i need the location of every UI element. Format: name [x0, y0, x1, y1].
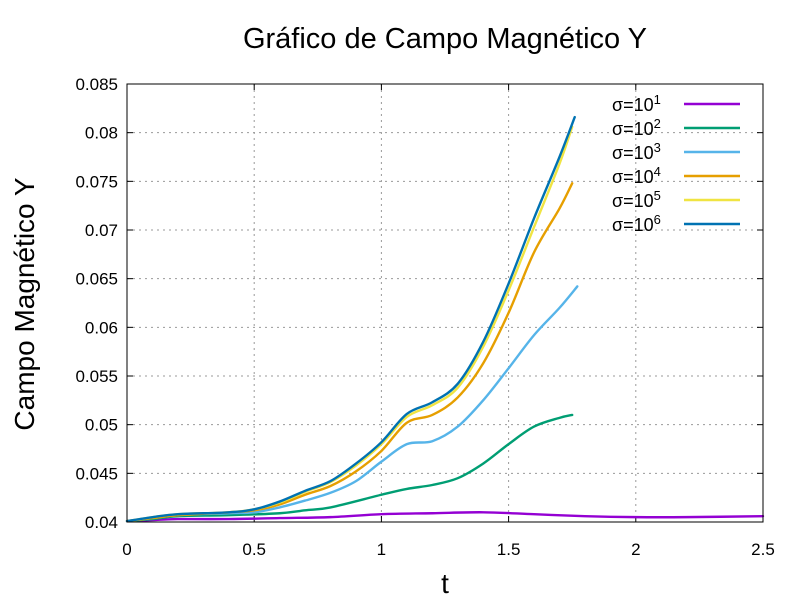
x-tick-label: 0.5 [242, 540, 266, 559]
y-axis-title: Campo Magnético Y [9, 177, 40, 431]
y-tick-label: 0.065 [75, 270, 118, 289]
y-tick-label: 0.08 [85, 124, 118, 143]
legend-label-4: σ=104 [612, 164, 661, 187]
plot-frame [126, 83, 764, 523]
y-tick-label: 0.07 [85, 221, 118, 240]
x-tick-label: 2 [631, 540, 640, 559]
series-line-6 [125, 115, 576, 523]
grid-lines [127, 84, 763, 522]
legend-label-1: σ=101 [612, 92, 661, 115]
chart-title: Gráfico de Campo Magnético Y [243, 23, 647, 55]
y-tick-label: 0.075 [75, 172, 118, 191]
legend-label-3: σ=103 [612, 140, 661, 163]
y-tick-label: 0.055 [75, 367, 118, 386]
legend-label-6: σ=106 [612, 212, 661, 235]
legend-label-5: σ=105 [612, 188, 661, 211]
x-axis-title: t [441, 568, 449, 599]
y-tick-label: 0.085 [75, 75, 118, 94]
y-tick-label: 0.06 [85, 318, 118, 337]
legend-label-2: σ=102 [612, 116, 661, 139]
series-line-5 [125, 125, 574, 523]
series-line-1 [125, 511, 765, 523]
series-line-3 [125, 285, 579, 523]
x-tick-label: 2.5 [751, 540, 775, 559]
y-tick-label: 0.04 [85, 513, 118, 532]
series-line-2 [125, 413, 574, 523]
x-tick-label: 0 [122, 540, 131, 559]
y-tick-label: 0.05 [85, 416, 118, 435]
series-lines [125, 115, 765, 523]
y-tick-label: 0.045 [75, 464, 118, 483]
x-tick-label: 1.5 [497, 540, 521, 559]
x-tick-label: 1 [377, 540, 386, 559]
